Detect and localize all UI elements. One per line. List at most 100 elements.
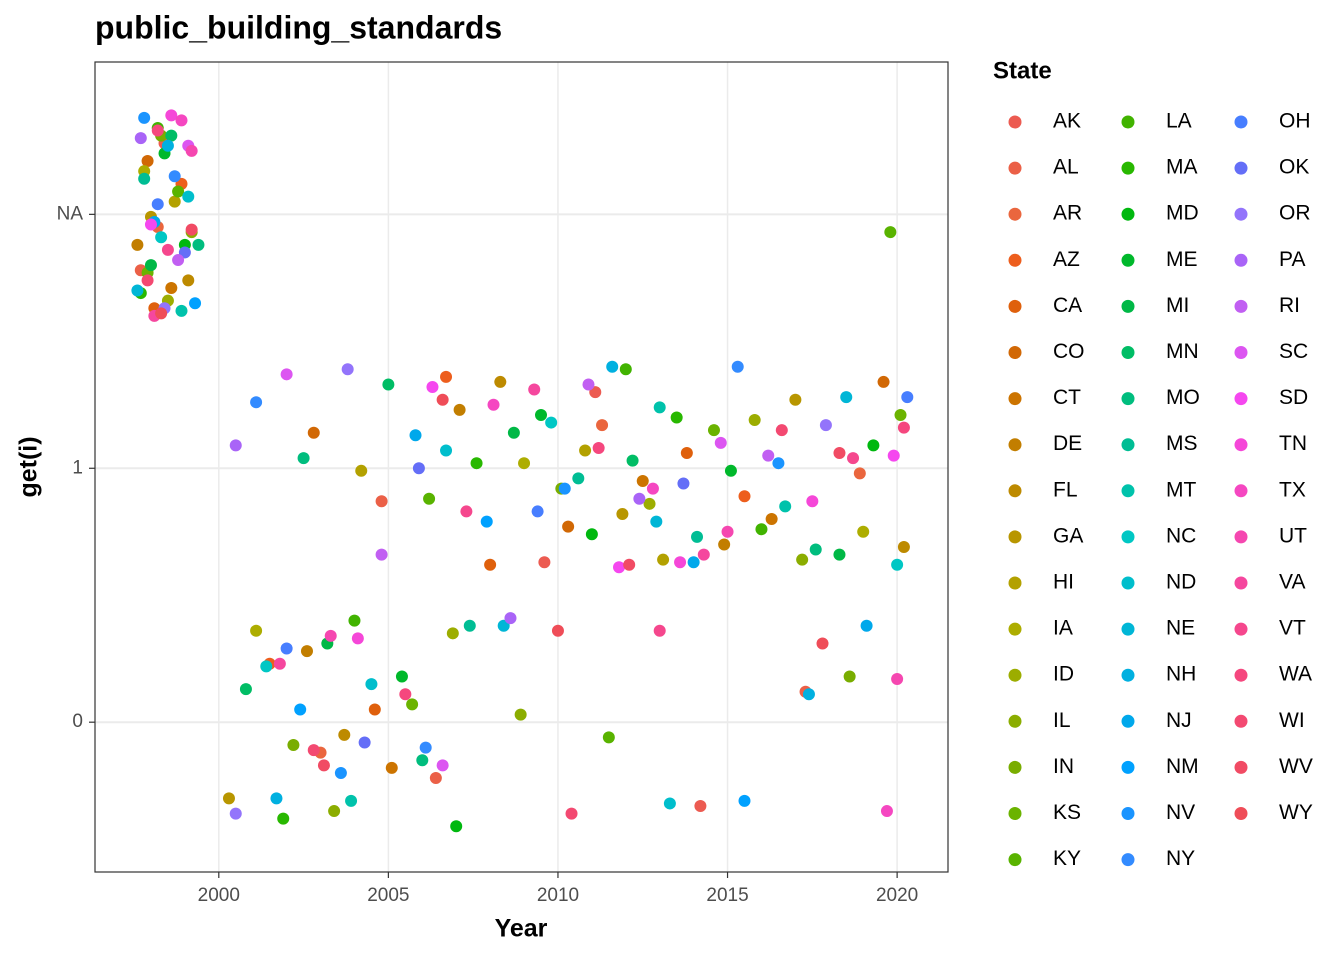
legend-label: OR (1279, 202, 1311, 225)
point (165, 109, 178, 122)
legend-key (1121, 161, 1135, 175)
point (273, 657, 286, 670)
x-tick-label: 2020 (876, 885, 918, 906)
legend-label: IA (1053, 617, 1073, 640)
point (901, 391, 914, 404)
point (796, 553, 809, 566)
point (657, 553, 670, 566)
point (585, 528, 598, 541)
point (294, 703, 307, 716)
point (697, 548, 710, 561)
legend-label: NM (1166, 755, 1199, 778)
point (663, 797, 676, 810)
point (545, 416, 558, 429)
point (440, 370, 453, 383)
legend-key (1121, 115, 1135, 129)
legend-key (1234, 392, 1248, 406)
point (802, 688, 815, 701)
point (677, 477, 690, 490)
point (772, 457, 785, 470)
point (579, 444, 592, 457)
point (535, 408, 548, 421)
point (718, 538, 731, 551)
legend-label: IN (1053, 755, 1074, 778)
legend-key (1234, 207, 1248, 221)
legend-key (1234, 760, 1248, 774)
point (375, 495, 388, 508)
legend-label: MO (1166, 386, 1200, 409)
point (317, 759, 330, 772)
point (185, 144, 198, 157)
legend-key (1234, 576, 1248, 590)
point (592, 441, 605, 454)
point (694, 799, 707, 812)
point (762, 449, 775, 462)
legend-label: MT (1166, 478, 1196, 501)
legend-key (1121, 530, 1135, 544)
point (738, 794, 751, 807)
legend-label: AR (1053, 202, 1082, 225)
point (707, 424, 720, 437)
legend-key (1008, 760, 1022, 774)
legend-label: MN (1166, 340, 1199, 363)
point (192, 238, 205, 251)
point (833, 447, 846, 460)
point (691, 530, 704, 543)
point (416, 754, 429, 767)
point (375, 548, 388, 561)
legend-key (1234, 807, 1248, 820)
legend-key (1008, 622, 1022, 636)
point (847, 452, 860, 465)
legend-label: KS (1053, 801, 1081, 824)
point (151, 198, 164, 211)
point (324, 629, 337, 642)
legend-key (1008, 161, 1022, 175)
point (887, 449, 900, 462)
point (134, 132, 147, 145)
point (857, 525, 870, 538)
point (351, 632, 364, 645)
point (453, 403, 466, 416)
point (165, 129, 178, 142)
point (653, 624, 666, 637)
point (229, 439, 242, 452)
point (551, 624, 564, 637)
legend-key (1121, 576, 1135, 590)
point (395, 670, 408, 683)
point (765, 513, 778, 526)
point (806, 495, 819, 508)
legend-label: NJ (1166, 709, 1192, 732)
point (619, 363, 632, 376)
point (307, 426, 320, 439)
legend-label: KY (1053, 847, 1081, 870)
point (460, 505, 473, 518)
point (334, 766, 347, 779)
legend-key (1121, 392, 1135, 406)
legend-key (1008, 346, 1022, 359)
legend-label: CO (1053, 340, 1085, 363)
point (531, 505, 544, 518)
point (853, 467, 866, 480)
legend-key (1121, 807, 1135, 820)
point (168, 195, 181, 208)
point (884, 226, 897, 239)
point (406, 698, 419, 711)
point (616, 507, 629, 520)
point (880, 805, 893, 818)
point (623, 558, 636, 571)
legend-label: AZ (1053, 248, 1080, 271)
point (280, 368, 293, 381)
point (409, 429, 422, 442)
legend-key (1234, 668, 1248, 682)
point (328, 805, 341, 818)
legend-key (1008, 253, 1022, 267)
legend-label: OK (1279, 156, 1309, 179)
legend-key (1234, 161, 1248, 175)
point (161, 139, 174, 152)
point (250, 396, 263, 409)
point (731, 360, 744, 373)
legend-key (1121, 438, 1135, 452)
point (833, 548, 846, 561)
point (345, 794, 358, 807)
